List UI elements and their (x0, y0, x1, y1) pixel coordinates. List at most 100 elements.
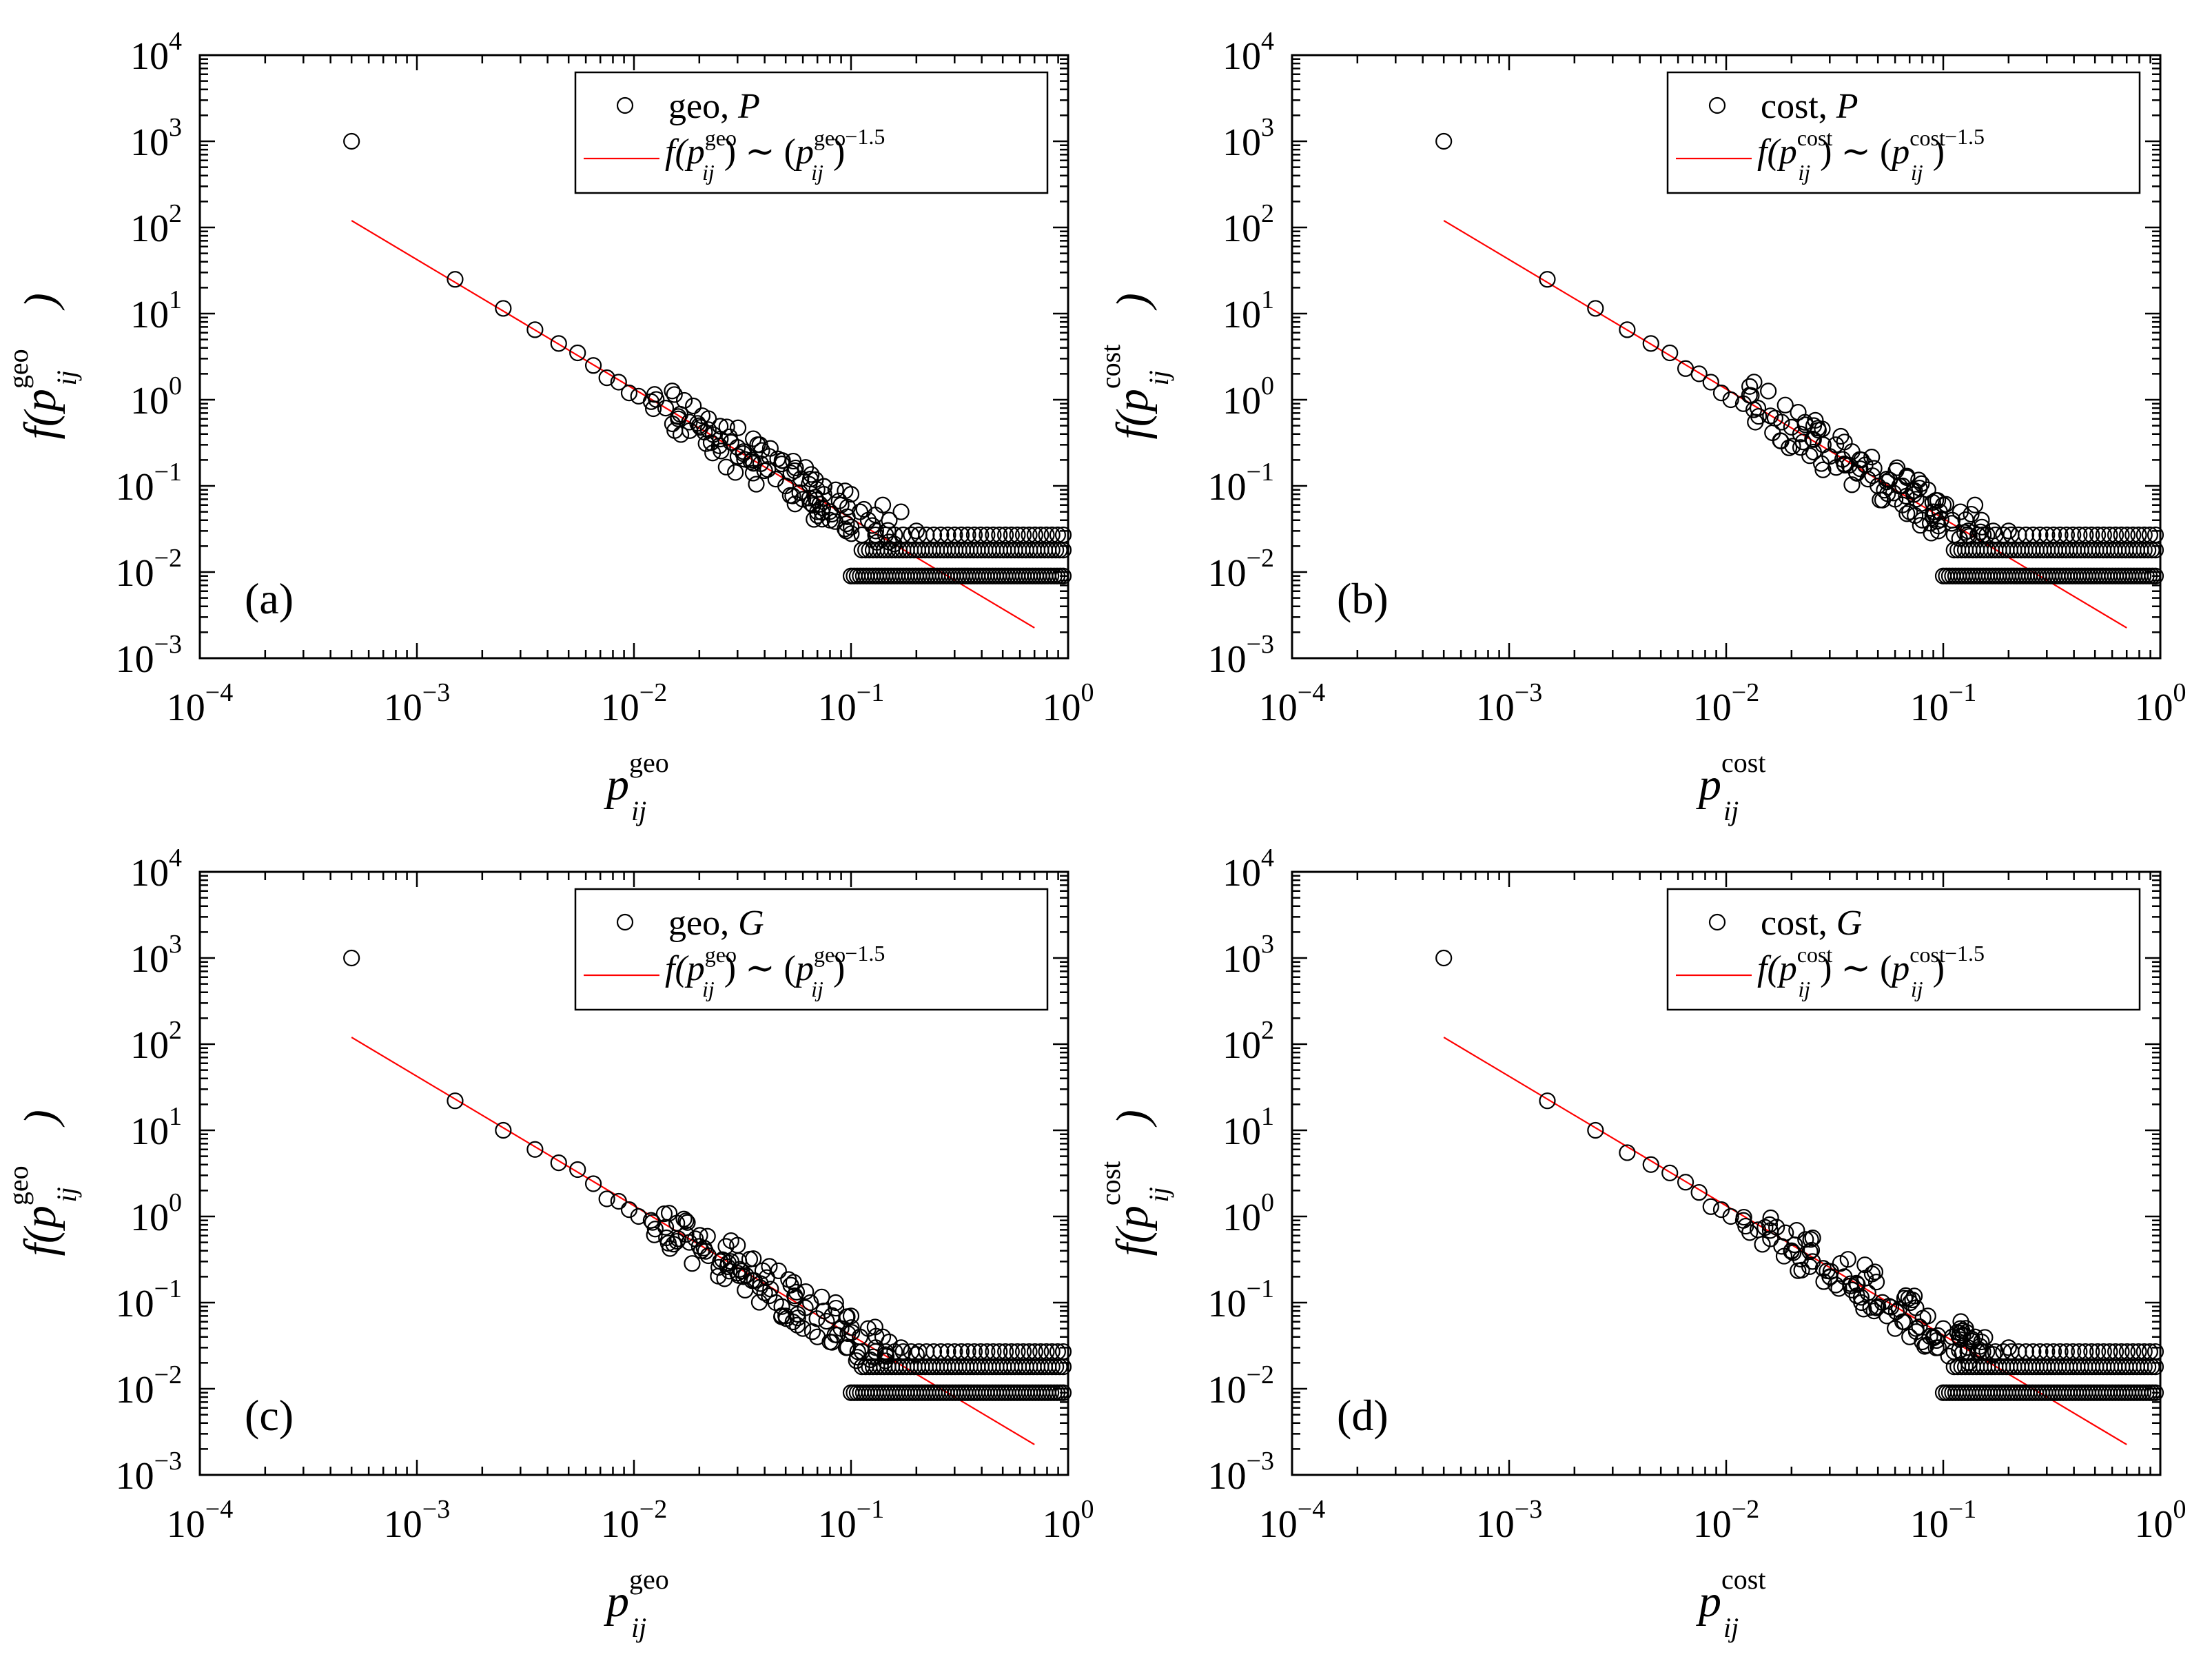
data-point (2058, 526, 2076, 544)
data-point (991, 1343, 1008, 1361)
data-point (1761, 1222, 1779, 1239)
data-point (753, 442, 770, 459)
y-tick-label: 103 (130, 113, 182, 164)
data-point (1776, 396, 1794, 414)
legend: geo, Pf(pgeo ij) ∼ (pgeo ij)−1.5 (574, 71, 1049, 194)
data-point (645, 400, 662, 418)
data-point (1661, 344, 1679, 362)
legend-box (574, 71, 1049, 194)
y-tick-label: 103 (130, 930, 182, 981)
data-point (721, 1263, 738, 1280)
y-axis-title: f(pgeo ij) (3, 293, 82, 439)
data-point (2118, 1343, 2136, 1361)
data-point (770, 1262, 787, 1279)
data-point (813, 1288, 830, 1305)
data-point (2107, 526, 2124, 544)
x-axis-title: pcost ij (1696, 747, 1765, 826)
y-tick-label: 102 (1222, 1016, 1274, 1067)
data-point (867, 526, 884, 544)
y-tick-label: 10−1 (1208, 458, 1274, 509)
data-point (1003, 1343, 1020, 1361)
y-tick-label: 104 (1222, 27, 1274, 78)
data-point (1009, 1343, 1026, 1361)
data-point (1925, 1329, 1943, 1347)
data-point (1642, 1156, 1659, 1173)
data-point (1539, 271, 1556, 288)
data-point (1849, 1276, 1866, 1293)
data-point (2101, 1343, 2118, 1361)
data-point (1901, 1294, 1919, 1312)
y-tick-label: 104 (130, 27, 182, 78)
data-point (818, 1312, 835, 1330)
data-point (1435, 132, 1453, 150)
data-point (1038, 1343, 1055, 1361)
legend-box (1666, 71, 2141, 194)
legend-marker (1708, 913, 1726, 931)
data-point (733, 1263, 750, 1280)
data-point (1021, 1343, 1038, 1361)
data-point (786, 496, 803, 513)
data-point (1054, 1343, 1072, 1361)
data-point (2045, 1343, 2062, 1361)
data-point (1882, 1298, 1900, 1316)
x-tick-label: 10−3 (384, 678, 450, 729)
data-point (748, 476, 765, 493)
data-point (1963, 505, 1980, 523)
data-point (2147, 1343, 2164, 1361)
data-point (2141, 1343, 2158, 1361)
y-tick-label: 10−2 (1208, 1361, 1274, 1412)
x-axis-title: pgeo ij (604, 1564, 669, 1643)
panel-c: 10−4 10−3 10−2 10−1 10010−310−210−1100101102… (3, 844, 1094, 1643)
legend-marker (616, 913, 634, 931)
data-point (1827, 436, 1845, 454)
data-point (837, 482, 854, 500)
data-point (985, 1343, 1002, 1361)
data-point (823, 505, 841, 523)
data-point (892, 503, 910, 520)
data-point (985, 526, 1002, 544)
data-point (991, 526, 1008, 544)
data-point (838, 515, 855, 533)
data-point (1863, 1265, 1881, 1283)
data-point (737, 1281, 754, 1298)
y-tick-label: 100 (130, 371, 182, 422)
data-point (659, 1234, 677, 1252)
data-point (1805, 443, 1822, 461)
data-point (526, 1141, 544, 1158)
data-point (664, 383, 681, 400)
y-axis-title: f(pcost ij) (1095, 293, 1174, 439)
data-point (2071, 526, 2088, 544)
data-point (745, 430, 762, 447)
data-point (1927, 491, 1945, 509)
data-point (886, 526, 903, 544)
data-point (447, 271, 464, 288)
y-tick-label: 10−2 (116, 544, 182, 595)
data-point (1898, 487, 1915, 505)
data-point (1539, 1092, 1556, 1110)
legend-box (574, 888, 1049, 1011)
y-tick-label: 101 (1222, 285, 1274, 336)
x-tick-label: 10−4 (1259, 678, 1325, 729)
data-point (1907, 507, 1924, 524)
data-point (526, 321, 544, 338)
data-point (839, 498, 857, 516)
data-point (781, 487, 799, 504)
data-point (1032, 1343, 1049, 1361)
y-tick-label: 102 (130, 199, 182, 250)
data-point (2083, 526, 2100, 544)
data-point (965, 1343, 983, 1361)
y-tick-label: 100 (130, 1188, 182, 1239)
x-tick-label: 10−2 (601, 1495, 667, 1546)
data-point (1865, 460, 1883, 477)
data-point (1889, 459, 1906, 476)
y-tick-label: 102 (1222, 199, 1274, 250)
data-point (1054, 1384, 1072, 1401)
data-point (685, 397, 702, 415)
data-point (2038, 1343, 2056, 1361)
y-tick-label: 10−3 (116, 630, 182, 681)
panel-label: (a) (245, 574, 294, 623)
data-point (749, 436, 766, 454)
data-point (1014, 1343, 1032, 1361)
y-tick-label: 10−1 (1208, 1274, 1274, 1325)
data-point (801, 1294, 819, 1312)
